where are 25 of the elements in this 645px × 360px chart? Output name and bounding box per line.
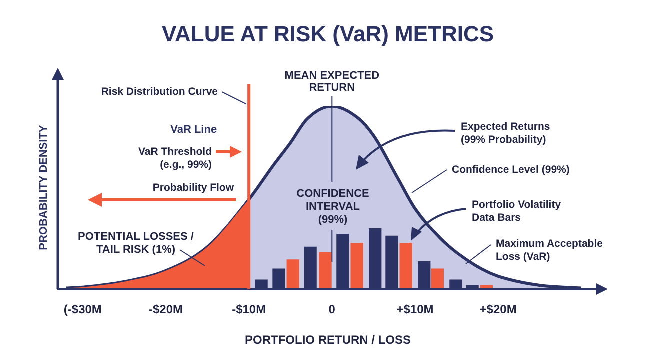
x-tick-label: +$10M <box>396 302 434 317</box>
x-tick-label: (-$30M <box>64 302 102 317</box>
text: Risk Distribution Curve <box>101 86 218 98</box>
annotation: Maximum Acceptable Loss (VaR) <box>496 238 604 263</box>
x-tick-label: 0 <box>328 302 336 317</box>
bar <box>400 243 412 290</box>
annotation: Portfolio Volatility Data Bars <box>472 198 562 224</box>
annotation: CONFIDENCE INTERVAL (99%) <box>296 188 370 226</box>
bar <box>350 243 364 290</box>
annotation: VaR Threshold (e.g., 99%) <box>138 146 212 171</box>
x-tick-label: -$10M <box>232 302 266 317</box>
x-tick-label: +$20M <box>480 302 517 317</box>
x-tick-label: -$20M <box>148 302 184 317</box>
annotation: Probability Flow <box>152 182 235 194</box>
annotation: POTENTIAL LOSSES / TAIL RISK (1%) <box>78 231 194 256</box>
chart-title: VALUE AT RISK (VaR) METRICS <box>162 21 494 46</box>
bar <box>319 252 332 290</box>
bar <box>431 268 444 290</box>
ref-line-label: MEAN EXPECTED RETURN <box>284 70 380 94</box>
ref-line-label: VaR Line <box>170 124 218 136</box>
annotation: Confidence Level (99%) <box>452 164 570 176</box>
bar <box>286 260 300 290</box>
annotation: Expected Returns (99% Probability) <box>461 120 550 146</box>
x-axis-title: PORTFOLIO RETURN / LOSS <box>244 333 412 348</box>
y-axis-title: PROBABILITY DENSITY <box>38 124 50 250</box>
